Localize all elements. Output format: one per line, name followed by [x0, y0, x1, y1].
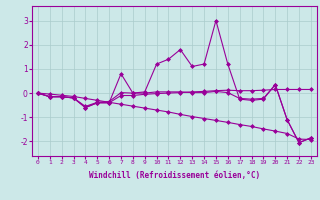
X-axis label: Windchill (Refroidissement éolien,°C): Windchill (Refroidissement éolien,°C)	[89, 171, 260, 180]
